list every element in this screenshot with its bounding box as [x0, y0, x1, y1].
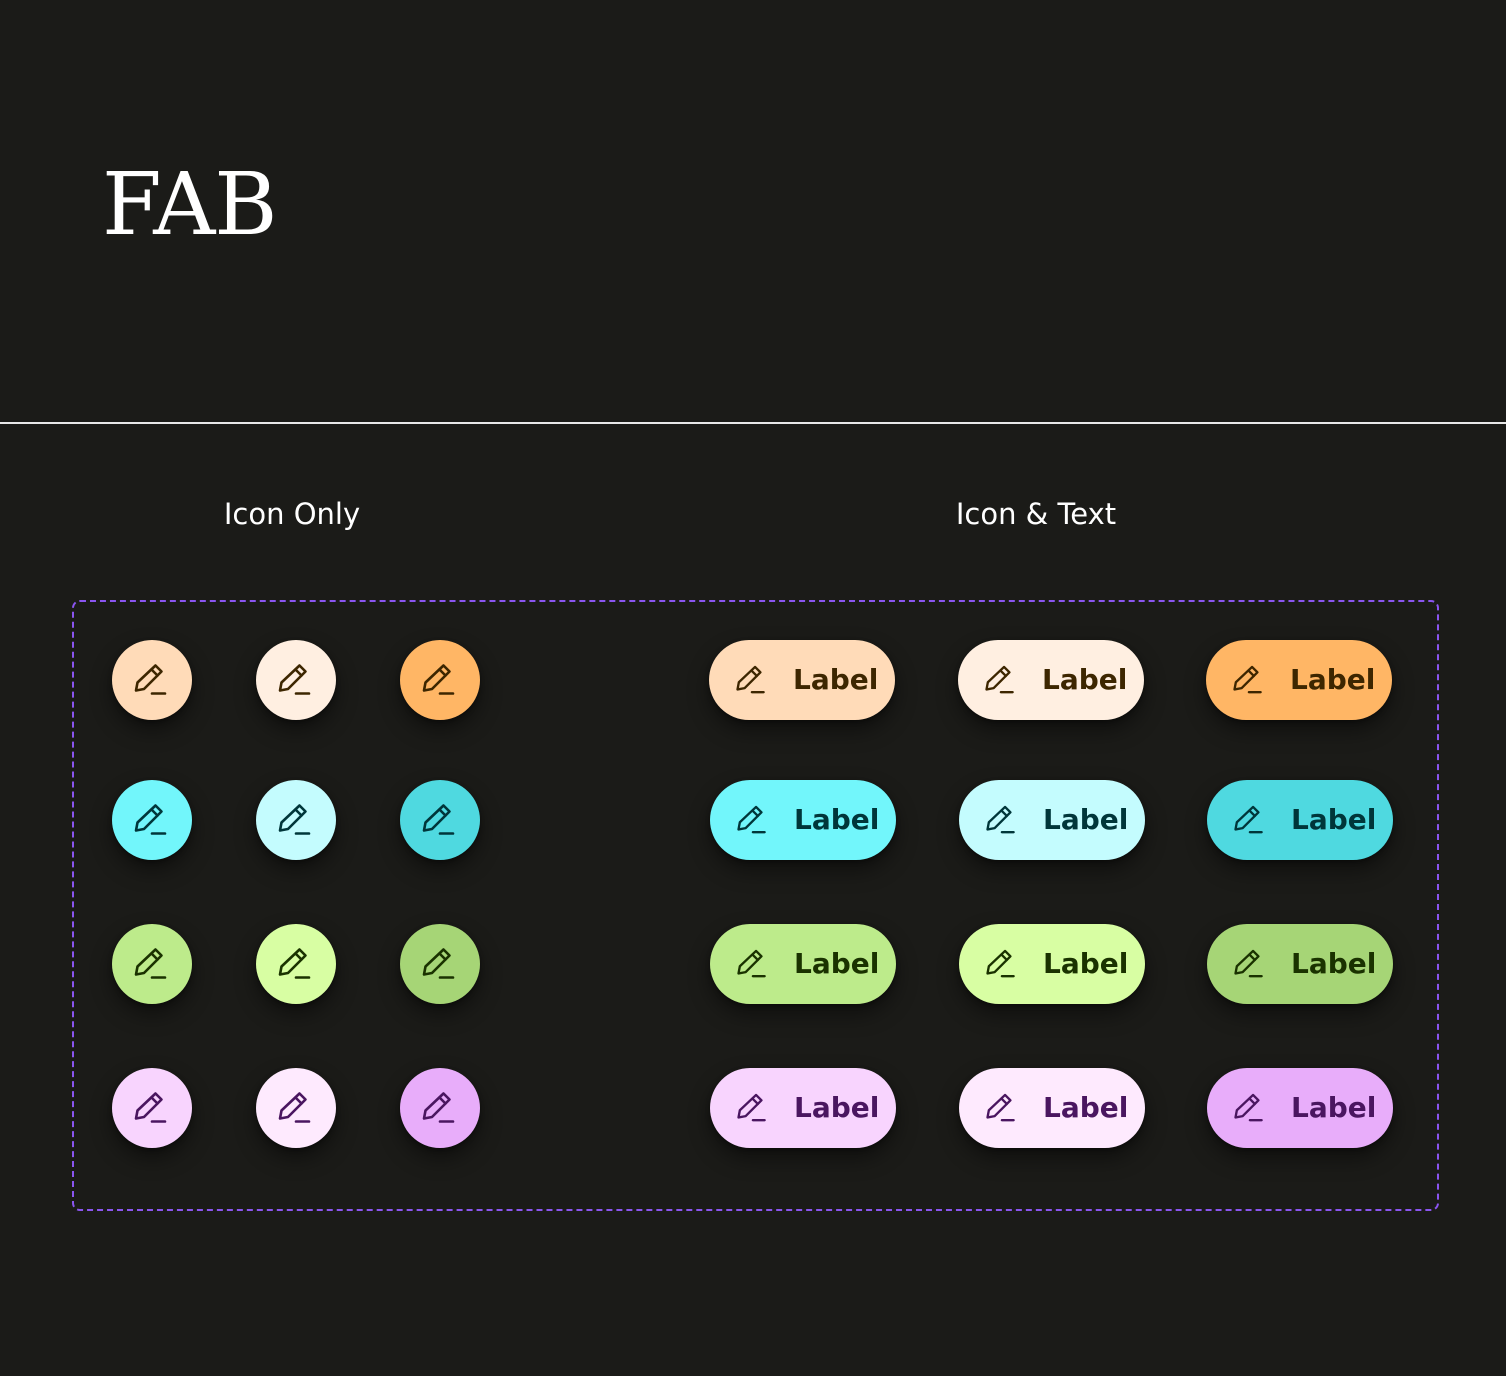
fab-extended-green-2[interactable]: Label — [959, 924, 1145, 1004]
fab-extended-purple-2[interactable]: Label — [959, 1068, 1145, 1148]
fab-label: Label — [1291, 1091, 1377, 1124]
pencil-edit-icon — [983, 802, 1019, 838]
pencil-edit-icon — [131, 1088, 171, 1128]
pencil-edit-icon — [419, 660, 459, 700]
fab-extended-green-1[interactable]: Label — [710, 924, 896, 1004]
icon-only-heading: Icon Only — [223, 497, 361, 531]
fab-icon-cyan-2[interactable] — [256, 780, 336, 860]
fab-icon-cyan-3[interactable] — [400, 780, 480, 860]
fab-extended-cyan-1[interactable]: Label — [710, 780, 896, 860]
fab-icon-cyan-1[interactable] — [112, 780, 192, 860]
fab-icon-purple-2[interactable] — [256, 1068, 336, 1148]
fab-icon-purple-1[interactable] — [112, 1068, 192, 1148]
fab-extended-purple-1[interactable]: Label — [710, 1068, 896, 1148]
fab-label: Label — [1043, 947, 1129, 980]
fab-extended-cyan-3[interactable]: Label — [1207, 780, 1393, 860]
fab-label: Label — [1042, 663, 1128, 696]
pencil-edit-icon — [419, 800, 459, 840]
fab-icon-green-1[interactable] — [112, 924, 192, 1004]
fab-extended-orange-2[interactable]: Label — [958, 640, 1144, 720]
fab-variants-frame — [72, 600, 1439, 1211]
pencil-edit-icon — [1231, 1090, 1267, 1126]
pencil-edit-icon — [131, 660, 171, 700]
pencil-edit-icon — [734, 802, 770, 838]
pencil-edit-icon — [419, 944, 459, 984]
fab-extended-orange-3[interactable]: Label — [1206, 640, 1392, 720]
fab-label: Label — [794, 1091, 880, 1124]
fab-label: Label — [1043, 1091, 1129, 1124]
fab-label: Label — [1043, 803, 1129, 836]
pencil-edit-icon — [275, 944, 315, 984]
pencil-edit-icon — [275, 1088, 315, 1128]
pencil-edit-icon — [734, 946, 770, 982]
fab-icon-orange-1[interactable] — [112, 640, 192, 720]
fab-icon-orange-3[interactable] — [400, 640, 480, 720]
pencil-edit-icon — [275, 800, 315, 840]
fab-label: Label — [794, 803, 880, 836]
fab-extended-cyan-2[interactable]: Label — [959, 780, 1145, 860]
fab-icon-purple-3[interactable] — [400, 1068, 480, 1148]
fab-label: Label — [1290, 663, 1376, 696]
pencil-edit-icon — [983, 1090, 1019, 1126]
pencil-edit-icon — [1231, 946, 1267, 982]
fab-label: Label — [793, 663, 879, 696]
fab-extended-orange-1[interactable]: Label — [709, 640, 895, 720]
fab-label: Label — [1291, 947, 1377, 980]
pencil-edit-icon — [275, 660, 315, 700]
fab-label: Label — [1291, 803, 1377, 836]
pencil-edit-icon — [131, 944, 171, 984]
pencil-edit-icon — [131, 800, 171, 840]
pencil-edit-icon — [734, 1090, 770, 1126]
pencil-edit-icon — [733, 662, 769, 698]
page-title: FAB — [102, 155, 278, 255]
fab-extended-purple-3[interactable]: Label — [1207, 1068, 1393, 1148]
fab-icon-green-3[interactable] — [400, 924, 480, 1004]
pencil-edit-icon — [1230, 662, 1266, 698]
pencil-edit-icon — [982, 662, 1018, 698]
fab-icon-orange-2[interactable] — [256, 640, 336, 720]
pencil-edit-icon — [1231, 802, 1267, 838]
pencil-edit-icon — [419, 1088, 459, 1128]
icon-text-heading: Icon & Text — [955, 497, 1117, 531]
section-divider — [0, 422, 1506, 424]
fab-extended-green-3[interactable]: Label — [1207, 924, 1393, 1004]
pencil-edit-icon — [983, 946, 1019, 982]
fab-icon-green-2[interactable] — [256, 924, 336, 1004]
fab-label: Label — [794, 947, 880, 980]
